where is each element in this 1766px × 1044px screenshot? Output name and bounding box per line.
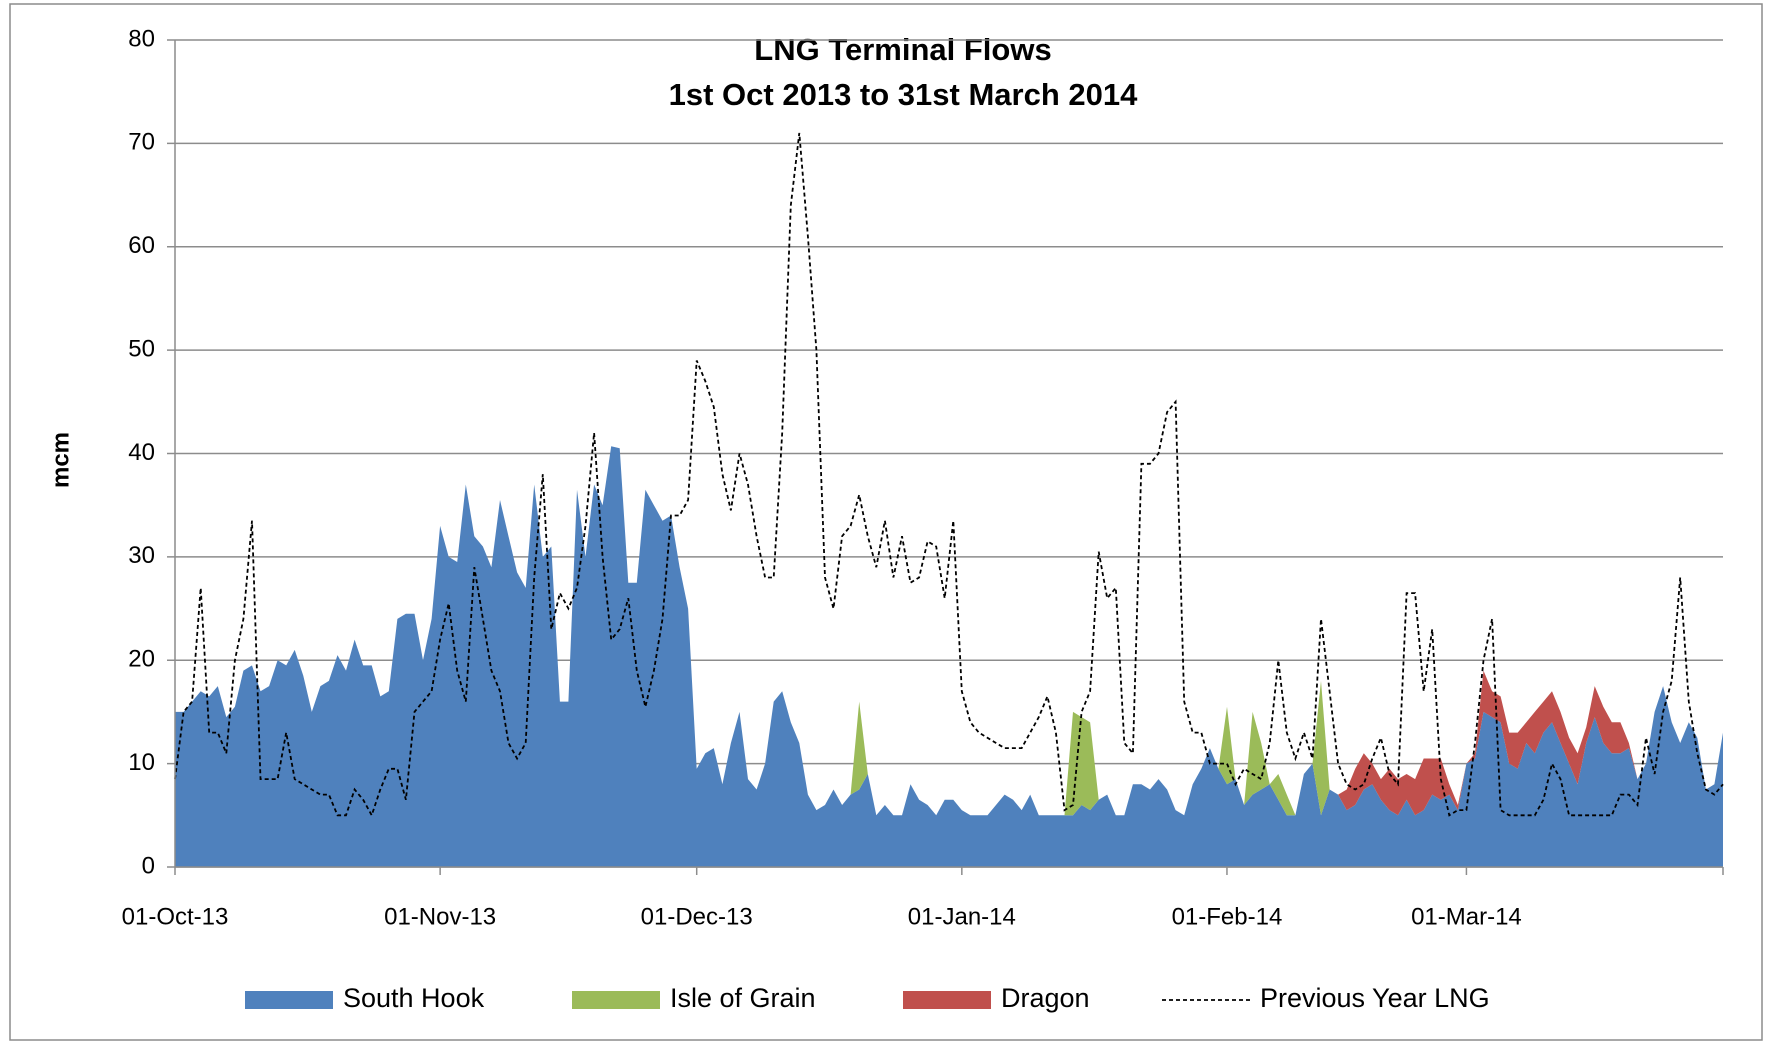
x-tick-label: 01-Mar-14 <box>1411 903 1522 930</box>
x-tick-label: 01-Feb-14 <box>1172 903 1283 930</box>
area <box>175 446 1723 867</box>
legend-label: Previous Year LNG <box>1260 983 1490 1013</box>
y-tick-label: 50 <box>128 335 155 362</box>
x-tick-label: 01-Jan-14 <box>908 903 1016 930</box>
y-tick-label: 60 <box>128 232 155 259</box>
legend-label: Dragon <box>1001 983 1090 1013</box>
y-tick-label: 0 <box>142 852 155 879</box>
y-tick-label: 80 <box>128 25 155 52</box>
legend-swatch <box>245 991 333 1009</box>
y-tick-label: 40 <box>128 439 155 466</box>
y-tick-label: 70 <box>128 129 155 156</box>
y-tick-label: 30 <box>128 542 155 569</box>
legend-swatch <box>572 991 660 1009</box>
chart-title: LNG Terminal Flows <box>754 32 1051 67</box>
y-tick-label: 10 <box>128 749 155 776</box>
legend-swatch <box>903 991 991 1009</box>
y-tick-label: 20 <box>128 646 155 673</box>
legend-label: South Hook <box>343 983 485 1013</box>
x-tick-label: 01-Dec-13 <box>641 903 753 930</box>
chart-border <box>9 3 1763 1041</box>
x-tick-label: 01-Nov-13 <box>384 903 496 930</box>
line <box>174 132 1724 818</box>
y-axis-label: mcm <box>47 432 74 488</box>
x-tick-label: 01-Oct-13 <box>122 903 229 930</box>
legend-label: Isle of Grain <box>670 983 816 1013</box>
chart-subtitle: 1st Oct 2013 to 31st March 2014 <box>669 77 1138 112</box>
